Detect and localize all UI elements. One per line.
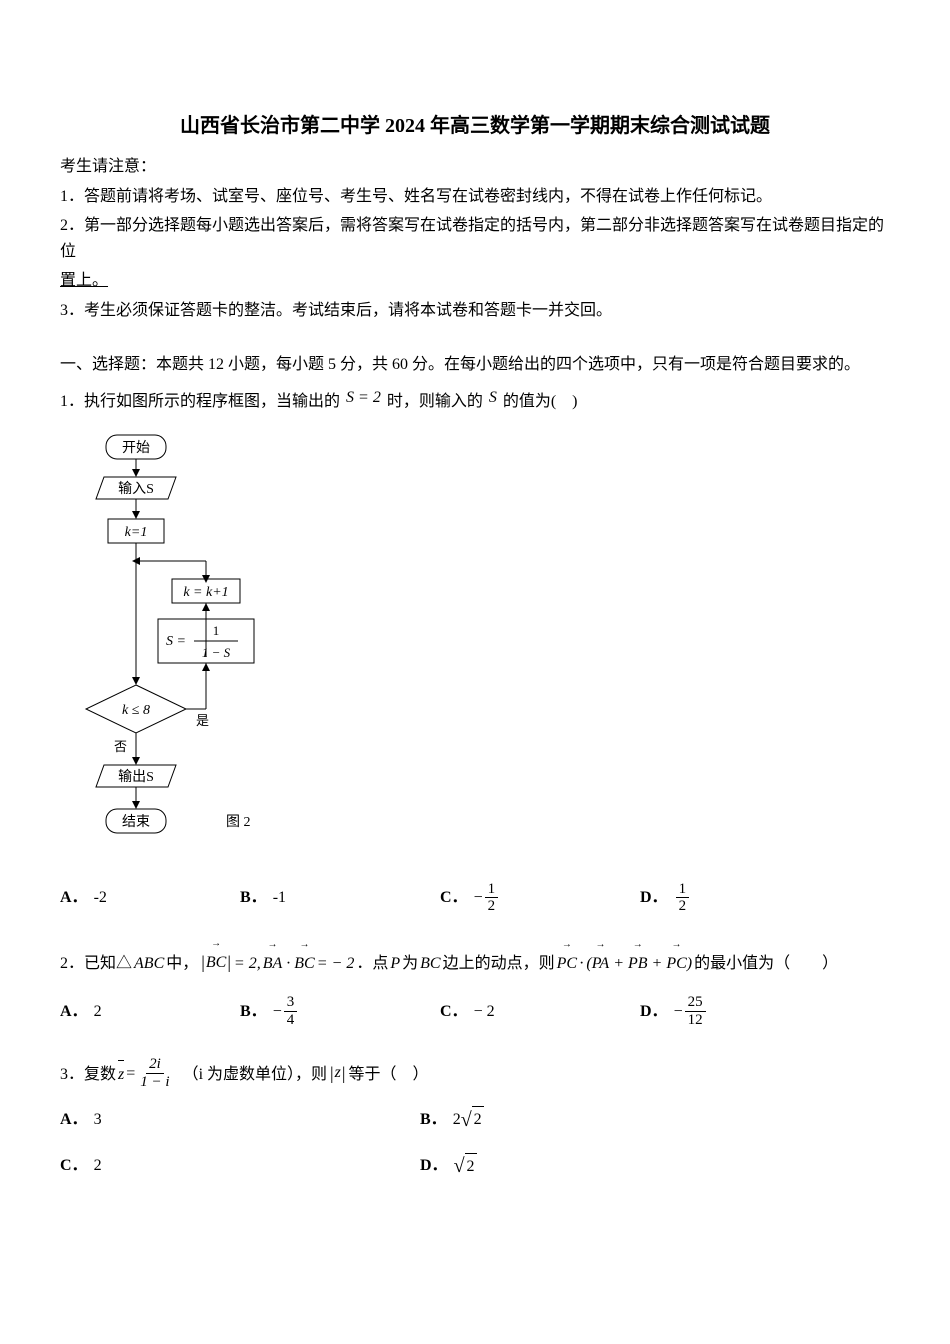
label-a: A． (60, 999, 88, 1025)
svg-text:k ≤ 8: k ≤ 8 (122, 703, 150, 718)
q2-c-value: − 2 (474, 999, 495, 1025)
q2-babc: BA · BC (263, 946, 315, 981)
svg-text:开始: 开始 (122, 440, 150, 456)
question-1: 1．执行如图所示的程序框图，当输出的 S = 2 时，则输入的 S 的值为( )… (60, 389, 890, 915)
label-c: C． (440, 999, 468, 1025)
label-c: C． (440, 885, 468, 911)
q2-mid4: 边上的动点，则 (443, 946, 555, 981)
notice-item-1: 1．答题前请将考场、试室号、座位号、考生号、姓名写在试卷密封线内，不得在试卷上作… (60, 184, 890, 210)
q3-suffix: 等于（ ） (348, 1062, 428, 1088)
q2-bc: BC (420, 946, 440, 981)
q1-options: A． -2 B． -1 C． − 1 2 D． 1 2 (60, 881, 890, 915)
q1-c-value: − 1 2 (474, 881, 501, 915)
q2-mid2: ．点 (356, 946, 388, 981)
q1-prefix: 1．执行如图所示的程序框图，当输出的 (60, 389, 340, 415)
q1-mid: 时，则输入的 (387, 389, 483, 415)
q2-eq1: = 2, (234, 946, 261, 981)
q2-bc-abs: BC (200, 943, 232, 983)
notice-section: 考生请注意： 1．答题前请将考场、试室号、座位号、考生号、姓名写在试卷密封线内，… (60, 154, 890, 324)
q3-option-d: D． √2 (420, 1153, 780, 1180)
q3-option-b: B． 2 √2 (420, 1106, 780, 1133)
q2-pc: PC (557, 946, 577, 981)
svg-text:S =: S = (166, 634, 186, 649)
q2-eq2: = − 2 (317, 946, 355, 981)
q1-s-var: S (489, 385, 497, 411)
label-d: D． (640, 999, 668, 1025)
q1-option-d: D． 1 2 (640, 881, 820, 915)
q2-d-value: − 25 12 (674, 994, 708, 1028)
q2-option-d: D． − 25 12 (640, 994, 820, 1028)
q2-p: P (390, 946, 400, 981)
q2-dot: · (579, 946, 584, 981)
q2-options: A． 2 B． − 3 4 C． − 2 D． − 25 12 (60, 994, 890, 1028)
label-c: C． (60, 1153, 88, 1179)
question-3: 3．复数 z = 2i 1 − i （i 为虚数单位），则 z 等于（ ） A．… (60, 1056, 890, 1179)
q2-a-value: 2 (94, 999, 102, 1025)
q2-option-a: A． 2 (60, 999, 240, 1025)
question-2: 2．已知△ ABC 中， BC = 2, BA · BC = − 2 ．点 P … (60, 943, 890, 1029)
svg-text:k=1: k=1 (125, 525, 148, 540)
q2-option-b: B． − 3 4 (240, 994, 440, 1028)
q2-abc: ABC (134, 946, 164, 981)
q3-mid: （i 为虚数单位），则 (183, 1062, 327, 1088)
q2-b-value: − 3 4 (273, 994, 300, 1028)
q3-option-c: C． 2 (60, 1153, 420, 1180)
q3-abs-z: z (329, 1059, 346, 1088)
svg-text:输入S: 输入S (118, 481, 154, 497)
q2-suffix: 的最小值为（ ） (694, 946, 838, 981)
q3-option-a: A． 3 (60, 1106, 420, 1133)
exam-title: 山西省长治市第二中学 2024 年高三数学第一学期期末综合测试试题 (60, 110, 890, 142)
q1-option-b: B． -1 (240, 885, 440, 911)
q1-b-value: -1 (273, 885, 286, 911)
q3-options: A． 3 B． 2 √2 C． 2 D． √2 (60, 1106, 890, 1179)
label-a: A． (60, 1107, 88, 1133)
label-b: B． (420, 1107, 447, 1133)
q3-d-value: √2 (454, 1153, 477, 1180)
svg-text:输出S: 输出S (118, 769, 154, 785)
svg-text:k = k+1: k = k+1 (183, 585, 228, 600)
label-d: D． (640, 885, 668, 911)
q1-d-value: 1 2 (676, 881, 690, 915)
q2-mid3: 为 (402, 946, 418, 981)
svg-text:否: 否 (114, 739, 127, 754)
q1-s-eq: S = 2 (346, 385, 381, 411)
label-b: B． (240, 885, 267, 911)
q3-text: 3．复数 z = 2i 1 − i （i 为虚数单位），则 z 等于（ ） (60, 1056, 890, 1090)
section-1-header: 一、选择题：本题共 12 小题，每小题 5 分，共 60 分。在每小题给出的四个… (60, 352, 890, 378)
notice-item-2a: 2．第一部分选择题每小题选出答案后，需将答案写在试卷指定的括号内，第二部分非选择… (60, 213, 890, 264)
notice-header: 考生请注意： (60, 154, 890, 180)
q1-a-value: -2 (94, 885, 107, 911)
q1-text: 1．执行如图所示的程序框图，当输出的 S = 2 时，则输入的 S 的值为( ) (60, 389, 890, 415)
label-d: D． (420, 1153, 448, 1179)
flowchart-svg: 开始 输入S k=1 k = k+1 (76, 433, 306, 863)
q2-option-c: C． − 2 (440, 999, 640, 1025)
svg-text:1: 1 (213, 623, 220, 638)
notice-item-3: 3．考生必须保证答题卡的整洁。考试结束后，请将本试卷和答题卡一并交回。 (60, 298, 890, 324)
q2-prefix: 2．已知△ (60, 946, 132, 981)
label-a: A． (60, 885, 88, 911)
label-b: B． (240, 999, 267, 1025)
q2-mid1: 中， (166, 946, 198, 981)
q1-option-a: A． -2 (60, 885, 240, 911)
q3-prefix: 3．复数 (60, 1062, 116, 1088)
svg-text:是: 是 (196, 713, 209, 728)
q1-option-c: C． − 1 2 (440, 881, 640, 915)
svg-text:图 2: 图 2 (226, 815, 251, 830)
q2-sum: (PA + PB + PC) (586, 946, 692, 981)
q1-flowchart: 开始 输入S k=1 k = k+1 (76, 433, 890, 863)
q2-text: 2．已知△ ABC 中， BC = 2, BA · BC = − 2 ．点 P … (60, 943, 890, 983)
q3-expr: z = 2i 1 − i (118, 1056, 175, 1090)
q3-a-value: 3 (94, 1107, 102, 1133)
svg-text:结束: 结束 (122, 814, 150, 830)
q1-suffix: 的值为( ) (503, 389, 578, 415)
q3-c-value: 2 (94, 1153, 102, 1179)
notice-item-2b: 置上。 (60, 268, 890, 294)
q3-b-value: 2 √2 (453, 1106, 484, 1133)
svg-text:1 − S: 1 − S (202, 645, 231, 660)
